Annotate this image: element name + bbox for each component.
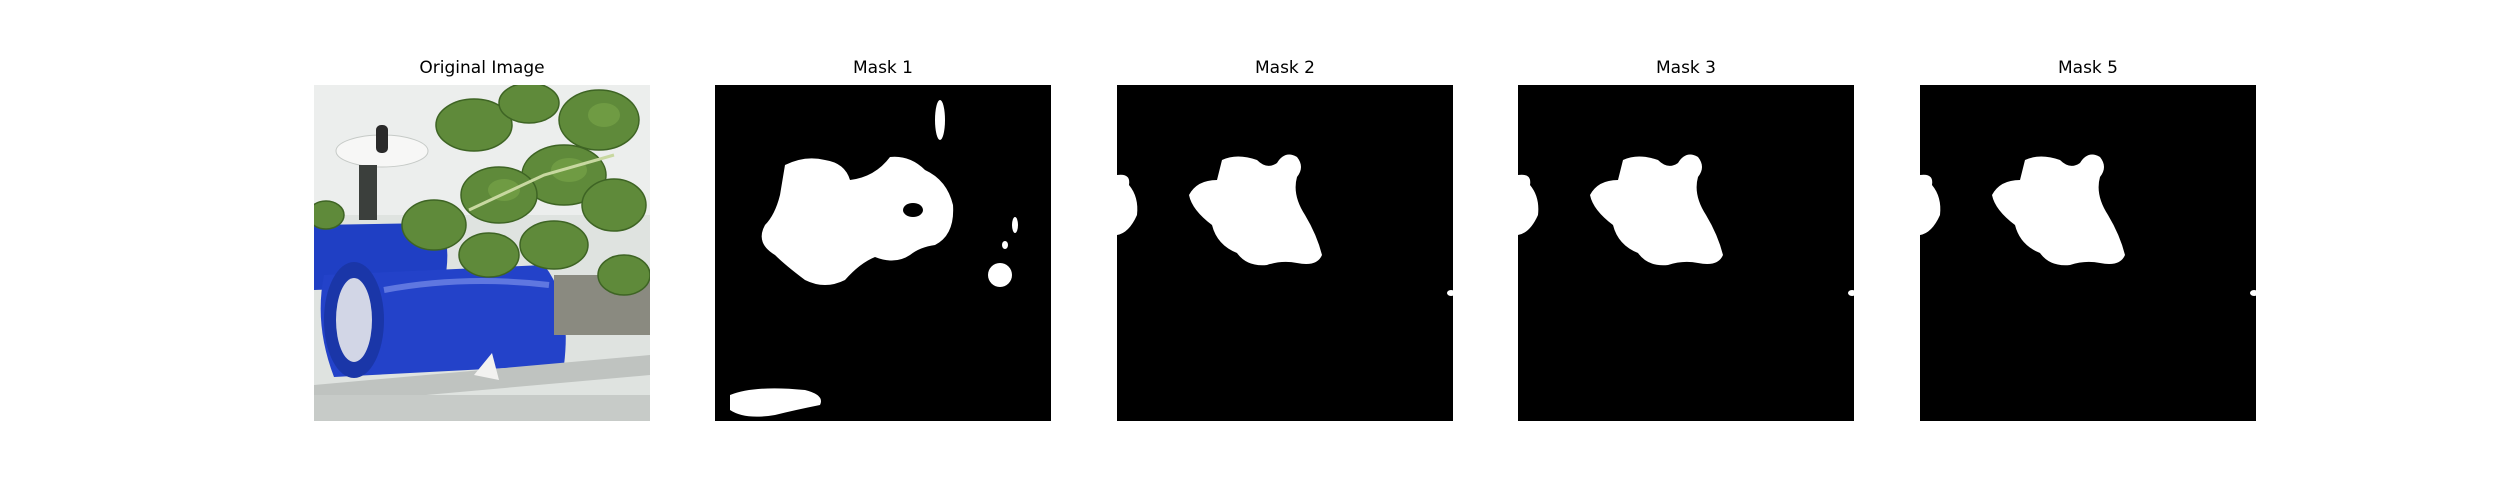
panel-title: Mask 5: [2057, 58, 2118, 78]
mask-5-image: [1920, 85, 2256, 421]
panel-title: Mask 1: [852, 58, 913, 78]
mask-3-image: [1518, 85, 1854, 421]
mask-1-image: [715, 85, 1051, 421]
mask-2-image: [1117, 85, 1453, 421]
panel-title: Mask 2: [1254, 58, 1315, 78]
panel-title: Original Image: [419, 58, 545, 78]
original-image: [314, 85, 650, 421]
panel-title: Mask 3: [1655, 58, 1716, 78]
